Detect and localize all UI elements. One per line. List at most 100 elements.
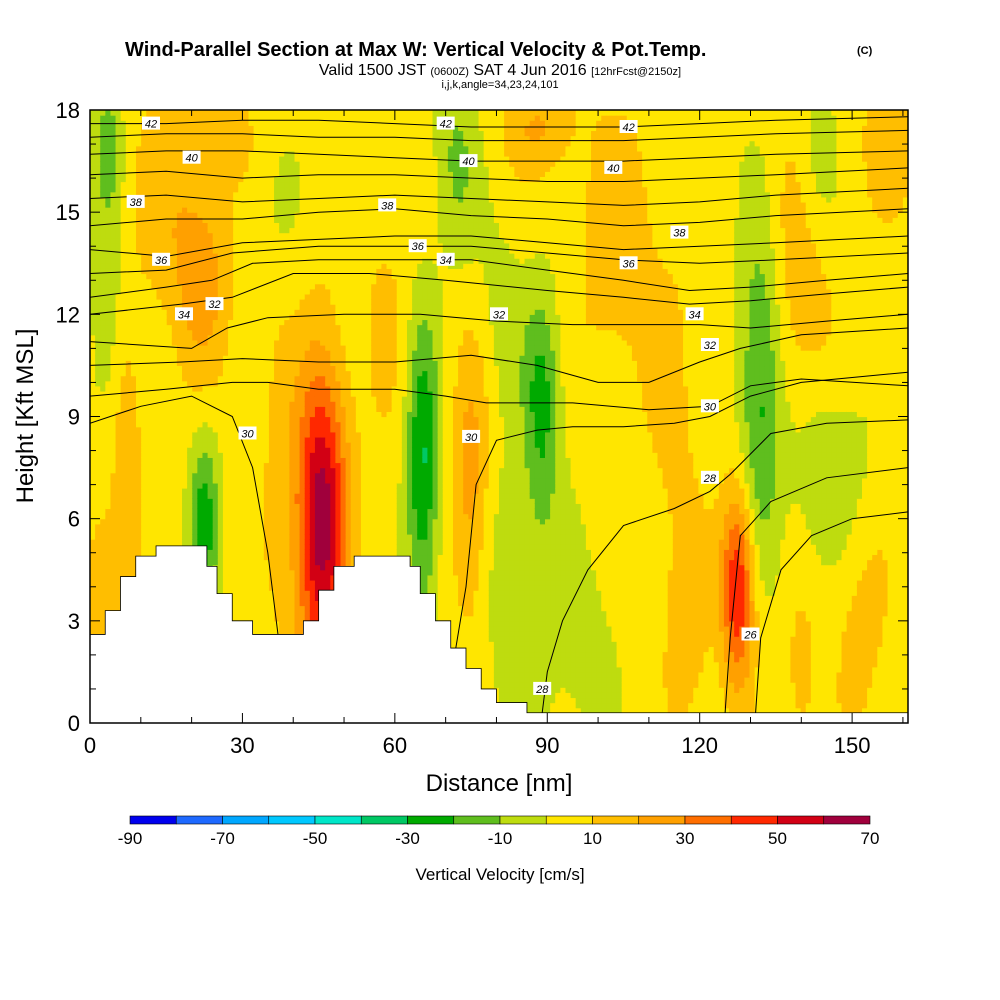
field-cell (284, 344, 290, 351)
field-cell (268, 462, 275, 469)
field-cell (197, 344, 204, 351)
field-cell (90, 559, 96, 566)
field-cell (125, 314, 132, 321)
field-cell (268, 493, 275, 499)
field-cell (253, 396, 260, 402)
field-cell (202, 150, 209, 157)
field-cell (233, 482, 239, 489)
field-cell (100, 242, 106, 249)
field-cell (182, 227, 188, 234)
field-cell (110, 488, 117, 494)
field-cell (284, 436, 290, 443)
field-cell (289, 339, 296, 346)
field-cell (151, 462, 158, 469)
field-cell (95, 125, 101, 132)
field-cell (110, 217, 117, 223)
field-cell (248, 523, 255, 530)
field-cell (197, 442, 204, 448)
field-cell (263, 431, 270, 438)
field-cell (100, 554, 106, 561)
field-cell (192, 396, 198, 402)
field-cell (299, 426, 306, 433)
field-cell (217, 452, 224, 458)
field-cell (202, 273, 209, 280)
field-cell (279, 207, 285, 213)
field-cell (171, 503, 178, 510)
field-cell (253, 334, 260, 341)
field-cell (279, 299, 285, 305)
field-cell (263, 217, 270, 223)
field-cell (289, 600, 296, 607)
field-cell (207, 161, 214, 167)
field-cell (202, 242, 209, 249)
field-cell (294, 533, 301, 540)
field-cell (161, 488, 168, 494)
field-cell (289, 452, 296, 458)
field-cell (212, 421, 219, 428)
field-cell (125, 416, 132, 423)
field-cell (217, 498, 224, 504)
field-cell (233, 518, 239, 525)
field-cell (279, 605, 285, 612)
field-cell (90, 539, 96, 545)
field-cell (212, 503, 219, 510)
field-cell (268, 299, 275, 305)
field-cell (268, 253, 275, 259)
field-cell (274, 263, 280, 269)
field-cell (156, 431, 163, 438)
field-cell (233, 544, 239, 550)
field-cell (207, 477, 214, 484)
field-cell (212, 472, 219, 479)
field-cell (207, 155, 214, 162)
field-cell (136, 191, 142, 198)
field-cell (176, 278, 183, 285)
field-cell (115, 232, 122, 239)
field-cell (294, 166, 301, 172)
field-cell (130, 120, 137, 126)
field-cell (284, 631, 290, 637)
field-cell (156, 426, 163, 433)
field-cell (289, 447, 296, 453)
field-cell (253, 201, 260, 208)
field-cell (197, 237, 204, 244)
field-cell (289, 355, 296, 361)
field-cell (90, 452, 96, 458)
field-cell (171, 268, 178, 275)
field-cell (217, 585, 224, 591)
field-cell (258, 125, 265, 132)
field-cell (289, 201, 296, 208)
field-cell (202, 222, 209, 229)
field-cell (125, 385, 132, 392)
field-cell (263, 416, 270, 423)
field-cell (95, 411, 101, 418)
field-cell (294, 493, 301, 499)
field-cell (202, 201, 209, 208)
field-cell (243, 503, 250, 510)
field-cell (289, 416, 296, 423)
field-cell (171, 472, 178, 479)
field-cell (233, 309, 239, 315)
field-cell (263, 574, 270, 581)
field-cell (151, 396, 158, 402)
field-cell (115, 365, 122, 372)
field-cell (212, 442, 219, 448)
field-cell (130, 314, 137, 321)
field-cell (253, 115, 260, 121)
field-cell (289, 569, 296, 576)
field-cell (289, 482, 296, 489)
field-cell (110, 140, 117, 147)
field-cell (238, 503, 244, 510)
field-cell (141, 477, 147, 484)
field-cell (125, 523, 132, 530)
field-cell (238, 406, 244, 412)
field-cell (95, 503, 101, 510)
field-cell (228, 544, 234, 550)
field-cell (258, 161, 265, 167)
field-cell (207, 237, 214, 244)
field-cell (238, 416, 244, 423)
field-cell (115, 426, 122, 433)
field-cell (268, 559, 275, 566)
field-cell (90, 370, 96, 377)
field-cell (90, 176, 96, 183)
field-cell (212, 176, 219, 183)
